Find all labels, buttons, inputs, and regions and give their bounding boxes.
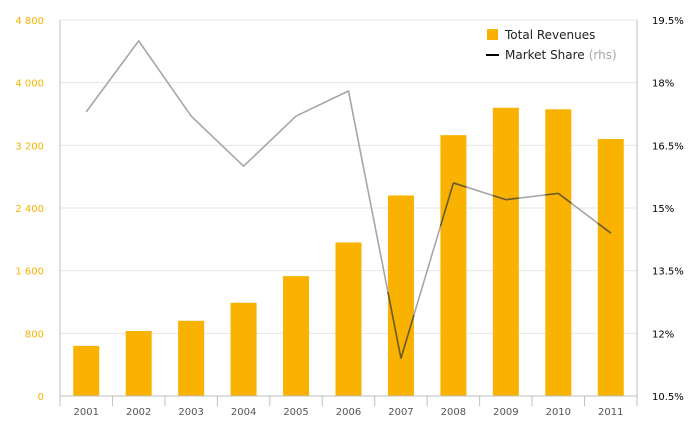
line-over-bar xyxy=(492,194,507,201)
y-left-tick-label: 800 xyxy=(25,329,44,340)
legend-label-market-share: Market Share (rhs) xyxy=(505,48,617,62)
bar-2007 xyxy=(387,195,414,396)
bar-2001 xyxy=(73,345,100,396)
legend-swatch-total-revenues xyxy=(487,29,498,40)
bar-2004 xyxy=(230,302,257,396)
x-tick-label: 2010 xyxy=(546,407,571,418)
bar-2005 xyxy=(283,276,310,396)
line-over-bar xyxy=(557,192,572,204)
x-tick-label: 2011 xyxy=(598,407,623,418)
x-tick-label: 2002 xyxy=(126,407,151,418)
x-tick-label: 2009 xyxy=(493,407,518,418)
y-left-tick-label: 2 400 xyxy=(15,204,44,215)
line-over-bar xyxy=(400,314,415,359)
legend-label-market-share-text: Market Share xyxy=(505,48,585,62)
y-left-tick-label: 4 800 xyxy=(15,16,44,27)
legend-label-market-share-suffix: (rhs) xyxy=(589,48,617,62)
bar-series xyxy=(73,107,624,397)
bar-2009 xyxy=(492,107,519,396)
bar-2006 xyxy=(335,242,362,396)
y-left-tick-label: 4 000 xyxy=(15,79,44,90)
y-right-tick-label: 16.5% xyxy=(652,141,684,152)
x-tick-label: 2008 xyxy=(441,407,466,418)
line-over-bar xyxy=(505,197,519,201)
x-tick-label: 2005 xyxy=(283,407,308,418)
line-over-bar xyxy=(597,222,612,234)
axes: 2001 2002 2003 2004 2005 2006 2007 2008 2009 2010… xyxy=(15,16,683,418)
line-over-bar xyxy=(545,192,559,196)
line-over-bar xyxy=(439,182,455,227)
y-right-tick-label: 18% xyxy=(652,79,674,90)
y-right-tick-label: 15% xyxy=(652,204,674,215)
bar-2002 xyxy=(125,330,152,396)
bar-2008 xyxy=(440,135,467,396)
x-tick-label: 2006 xyxy=(336,407,361,418)
y-left-tick-label: 1 600 xyxy=(15,267,44,278)
bar-2003 xyxy=(178,320,205,396)
market-share-line xyxy=(85,40,612,360)
legend-label-total-revenues: Total Revenues xyxy=(504,28,595,42)
y-left-tick-label: 3 200 xyxy=(15,141,44,152)
y-right-tick-label: 10.5% xyxy=(652,392,684,403)
line-series xyxy=(85,40,612,360)
x-tick-label: 2003 xyxy=(178,407,203,418)
bar-2011 xyxy=(597,139,624,397)
gridlines xyxy=(60,19,637,334)
y-right-tick-label: 13.5% xyxy=(652,267,684,278)
x-tick-label: 2001 xyxy=(74,407,99,418)
bar-2010 xyxy=(545,109,572,397)
line-over-bar xyxy=(387,291,402,359)
x-tick-label: 2007 xyxy=(388,407,413,418)
line-over-bar xyxy=(453,182,467,188)
y-left-tick-label: 0 xyxy=(38,392,44,403)
y-right-tick-label: 12% xyxy=(652,329,674,340)
legend: Total Revenues Market Share (rhs) xyxy=(486,28,617,62)
x-tick-label: 2004 xyxy=(231,407,256,418)
y-right-tick-label: 19.5% xyxy=(652,16,684,27)
